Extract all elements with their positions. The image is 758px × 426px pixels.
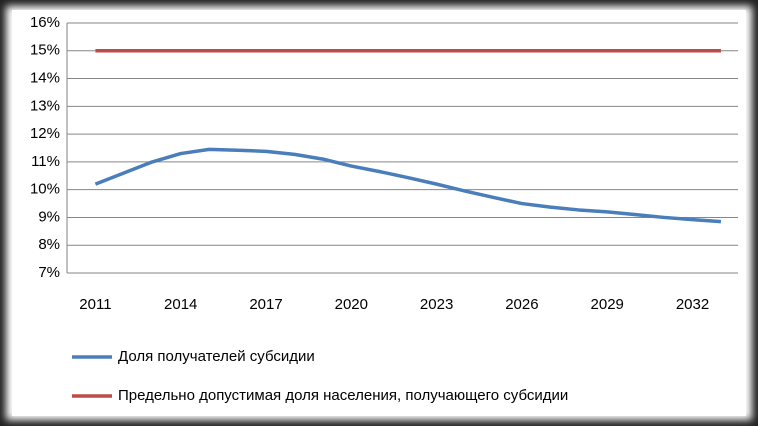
legend-label: Предельно допустимая доля населения, пол… <box>118 387 568 404</box>
x-tick-label: 2029 <box>591 296 624 313</box>
legend-label: Доля получателей субсидии <box>118 348 315 365</box>
y-tick-label: 15% <box>30 42 60 59</box>
x-tick-label: 2023 <box>420 296 453 313</box>
x-tick-label: 2014 <box>164 296 197 313</box>
y-tick-label: 8% <box>38 236 60 253</box>
x-tick-label: 2032 <box>676 296 709 313</box>
x-tick-label: 2026 <box>505 296 538 313</box>
y-tick-label: 9% <box>38 208 60 225</box>
x-tick-label: 2020 <box>335 296 368 313</box>
y-tick-label: 10% <box>30 181 60 198</box>
y-tick-label: 16% <box>30 14 60 31</box>
y-tick-label: 14% <box>30 70 60 87</box>
y-tick-label: 13% <box>30 97 60 114</box>
y-tick-label: 7% <box>38 264 60 281</box>
series-line <box>94 147 722 224</box>
y-tick-label: 11% <box>31 153 60 170</box>
y-tick-label: 12% <box>30 125 60 142</box>
x-tick-label: 2011 <box>79 296 111 313</box>
x-tick-label: 2017 <box>249 296 282 313</box>
